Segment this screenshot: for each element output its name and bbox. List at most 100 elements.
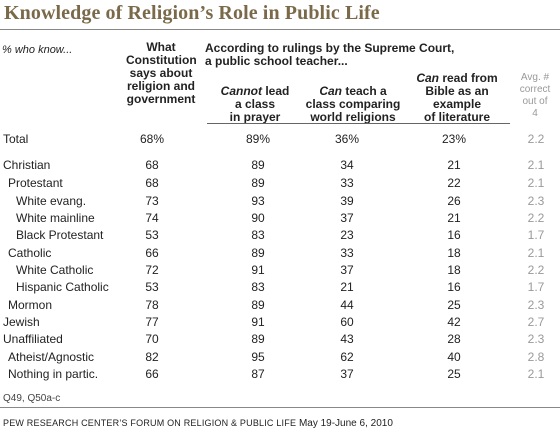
col1-header-line: What: [146, 40, 176, 54]
col3-header-line: teach a: [341, 84, 387, 98]
table-cell: 89: [251, 176, 265, 190]
col3-header-emphasis: Can: [319, 84, 342, 98]
table-cell: 90: [251, 211, 265, 225]
col4-header-line: of literature: [423, 110, 490, 124]
table-row: White evang. 73 93 39 26 2.3: [0, 193, 560, 210]
table-cell: 91: [251, 315, 265, 329]
col1-header: What Constitution says about religion an…: [126, 40, 197, 106]
table-row: Christian 68 89 34 21 2.1: [0, 157, 560, 174]
table-cell: 43: [340, 332, 354, 346]
col4-header-line: example: [432, 97, 482, 111]
row-label: Mormon: [8, 298, 53, 312]
chart-title: Knowledge of Religion’s Role in Public L…: [4, 2, 380, 24]
avg-cell: 2.2: [527, 132, 545, 146]
table-cell: 18: [447, 246, 461, 260]
row-label: Black Protestant: [16, 228, 104, 242]
table-cell: 68%: [139, 132, 165, 146]
table-row: White Catholic 72 91 37 18 2.2: [0, 262, 560, 279]
table-cell: 89: [251, 158, 265, 172]
avg-cell: 2.3: [527, 194, 545, 208]
source-org: PEW RESEARCH CENTER’S FORUM ON RELIGION …: [3, 418, 297, 428]
table-row: Hispanic Catholic 53 83 21 16 1.7: [0, 279, 560, 296]
table-row: Total 68% 89% 36% 23% 2.2: [0, 131, 560, 148]
title-divider: [0, 29, 560, 30]
col1-header-line: government: [126, 92, 196, 106]
col2-header-line: lead: [261, 84, 290, 98]
table-row: Unaffiliated 70 89 43 28 2.3: [0, 331, 560, 348]
table-cell: 37: [340, 263, 354, 277]
table-cell: 87: [251, 367, 265, 381]
row-label: White mainline: [16, 211, 95, 225]
col1-header-line: Constitution: [126, 53, 197, 67]
table-cell: 42: [447, 315, 461, 329]
row-label: Atheist/Agnostic: [8, 350, 95, 364]
avg-header-line: 4: [532, 108, 538, 119]
table-cell: 89: [251, 298, 265, 312]
table-cell: 16: [447, 228, 461, 242]
group-underline: [207, 123, 510, 124]
table-row: Jewish 77 91 60 42 2.7: [0, 314, 560, 331]
table-cell: 33: [340, 246, 354, 260]
table-cell: 36%: [334, 132, 360, 146]
table-cell: 93: [251, 194, 265, 208]
row-label: Protestant: [8, 176, 63, 190]
col2-header: Cannot lead a class in prayer: [210, 85, 300, 124]
table-cell: 23%: [441, 132, 467, 146]
table-cell: 91: [251, 263, 265, 277]
table-cell: 53: [145, 228, 159, 242]
table-cell: 60: [340, 315, 354, 329]
table-cell: 78: [145, 298, 159, 312]
source-date: May 19-June 6, 2010: [298, 418, 393, 429]
table-cell: 33: [340, 176, 354, 190]
avg-cell: 2.1: [527, 158, 545, 172]
table-cell: 74: [145, 211, 159, 225]
col2-header-line: a class: [234, 97, 276, 111]
table-row: Catholic 66 89 33 18 2.1: [0, 245, 560, 262]
table-cell: 25: [447, 367, 461, 381]
col3-header-line: class comparing: [305, 97, 401, 111]
table-row: Black Protestant 53 83 23 16 1.7: [0, 227, 560, 244]
table-cell: 26: [447, 194, 461, 208]
table-cell: 37: [340, 211, 354, 225]
table-cell: 34: [340, 158, 354, 172]
avg-header-line: correct: [519, 84, 551, 95]
table-cell: 16: [447, 280, 461, 294]
table-cell: 21: [340, 280, 354, 294]
col1-header-line: says about: [129, 66, 193, 80]
table-cell: 89: [251, 246, 265, 260]
table-cell: 25: [447, 298, 461, 312]
col4-header-line: read from: [438, 71, 498, 85]
table-cell: 68: [145, 158, 159, 172]
table-cell: 44: [340, 298, 354, 312]
avg-cell: 2.8: [527, 350, 545, 364]
avg-cell: 2.3: [527, 298, 545, 312]
row-label: Hispanic Catholic: [16, 280, 109, 294]
table-cell: 37: [340, 367, 354, 381]
table-cell: 82: [145, 350, 159, 364]
group-header-line: a public school teacher...: [205, 54, 348, 68]
row-label: Total: [3, 132, 29, 146]
col2-header-emphasis: Cannot: [220, 84, 262, 98]
table-cell: 62: [340, 350, 354, 364]
table-cell: 66: [145, 246, 159, 260]
row-label: Catholic: [8, 246, 52, 260]
percent-note: % who know...: [2, 44, 73, 56]
avg-cell: 1.7: [527, 280, 545, 294]
avg-cell: 2.1: [527, 367, 545, 381]
table-cell: 89%: [245, 132, 271, 146]
question-note: Q49, Q50a-c: [3, 393, 61, 404]
table-cell: 77: [145, 315, 159, 329]
table-cell: 66: [145, 367, 159, 381]
table-row: Mormon 78 89 44 25 2.3: [0, 297, 560, 314]
avg-header-line: Avg. #: [520, 72, 550, 83]
footer-divider: [0, 407, 560, 408]
group-header: According to rulings by the Supreme Cour…: [205, 42, 525, 68]
group-header-line: According to rulings by the Supreme Cour…: [205, 41, 455, 55]
row-label: Jewish: [3, 315, 40, 329]
table-cell: 72: [145, 263, 159, 277]
table-cell: 89: [251, 332, 265, 346]
avg-cell: 2.2: [527, 211, 545, 225]
avg-cell: 2.7: [527, 315, 545, 329]
col4-header: Can read from Bible as an example of lit…: [407, 72, 507, 124]
avg-cell: 2.1: [527, 246, 545, 260]
